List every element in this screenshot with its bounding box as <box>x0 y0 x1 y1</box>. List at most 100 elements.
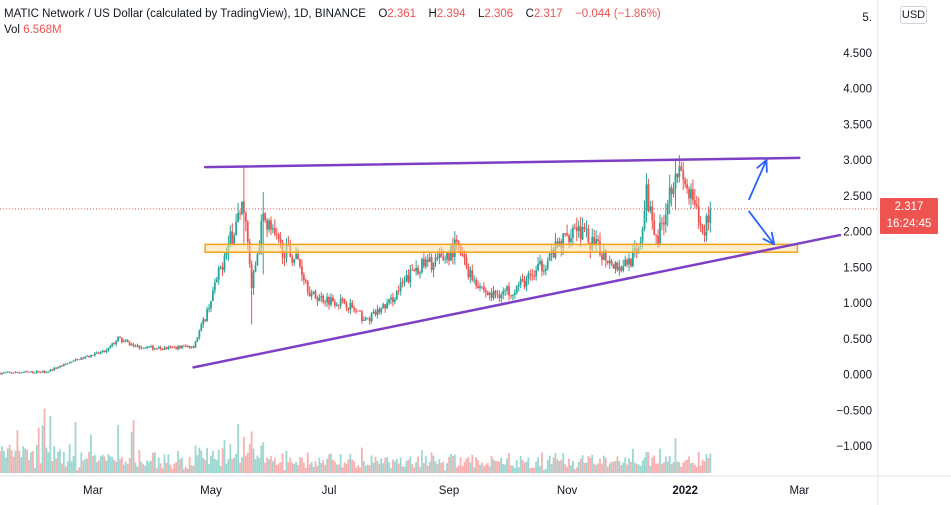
candle-body <box>405 274 408 281</box>
candle-body <box>527 273 530 280</box>
volume-bar <box>113 459 116 473</box>
candle-body <box>291 256 294 263</box>
candle-body <box>182 345 185 347</box>
candle-body <box>622 266 625 271</box>
volume-bar <box>655 463 658 473</box>
candle-body <box>450 245 452 261</box>
candle-body <box>403 280 406 283</box>
volume-bar <box>622 462 625 473</box>
volume-bar <box>657 463 659 473</box>
drawing-annotations[interactable] <box>192 156 842 369</box>
candle-body <box>268 220 270 230</box>
candle-body <box>186 346 189 347</box>
candle-body <box>593 236 596 245</box>
candle-body <box>293 259 296 263</box>
candle-body <box>219 266 222 268</box>
arrow-down-head[interactable] <box>762 231 776 246</box>
high-value: 2.394 <box>436 8 466 20</box>
candle-body <box>525 279 528 287</box>
candle-body <box>664 214 667 225</box>
candle-body <box>241 201 243 215</box>
candle-body <box>202 319 205 325</box>
candle-body <box>328 297 330 305</box>
volume-bar <box>281 453 284 473</box>
candlesticks <box>0 155 712 375</box>
volume-bar <box>688 456 690 473</box>
support-zone-rectangle[interactable] <box>204 243 799 253</box>
candle-body <box>693 200 696 205</box>
candle-body <box>173 346 176 348</box>
arrow-down-shaft[interactable] <box>748 210 776 246</box>
volume-bar <box>403 466 406 473</box>
candle-body <box>384 304 387 309</box>
volume-bar <box>285 450 288 473</box>
candle-body <box>695 204 698 207</box>
candle-body <box>330 297 332 305</box>
candle-body <box>35 371 38 373</box>
volume-bar <box>256 455 259 473</box>
volume-bar <box>59 449 61 473</box>
candle-body <box>134 346 137 347</box>
arrow-up-shaft[interactable] <box>748 159 768 201</box>
candle-body <box>272 228 274 230</box>
candle-body <box>252 272 255 289</box>
volume-bar <box>502 464 505 473</box>
candle-body <box>641 228 644 242</box>
volume-bar <box>111 457 114 473</box>
volume-bar <box>399 457 402 473</box>
volume-bar <box>33 468 36 473</box>
volume-bar <box>455 467 458 473</box>
arrow-up-head[interactable] <box>756 159 768 173</box>
candle-body <box>573 227 576 229</box>
candle-body <box>93 353 96 356</box>
volume-bar <box>395 458 398 473</box>
candle-body <box>477 285 479 288</box>
volume-bar <box>364 465 367 473</box>
volume-bar <box>432 455 435 473</box>
candle-body <box>192 346 195 348</box>
volume-bar <box>390 468 392 473</box>
candle-body <box>53 367 56 371</box>
volume-bar <box>283 470 286 473</box>
candle-body <box>434 257 437 263</box>
volume-bar <box>97 460 100 473</box>
lower-trendline[interactable] <box>192 233 842 369</box>
candle-body <box>651 206 654 221</box>
volume-bar <box>484 464 487 473</box>
candle-body <box>355 310 358 312</box>
volume-bar <box>105 460 108 473</box>
time-axis[interactable]: Mar May Jul Sep Nov 2022 Mar <box>83 485 809 497</box>
price-tick-label: 3.500 <box>843 119 872 131</box>
candle-body <box>438 253 441 259</box>
close-value: 2.317 <box>533 8 563 20</box>
time-tick-label: May <box>200 485 222 497</box>
candle-body <box>254 265 257 273</box>
volume-bar <box>682 462 685 473</box>
volume-bar <box>223 440 226 473</box>
candle-body <box>24 371 27 373</box>
volume-bar <box>359 467 361 473</box>
volume-bar <box>132 420 135 473</box>
volume-bar <box>136 466 139 473</box>
open-label: O <box>378 8 388 20</box>
candle-body <box>486 291 489 296</box>
volume-bar <box>670 464 673 473</box>
volume-bar <box>202 457 205 473</box>
volume-bar <box>208 464 210 473</box>
candle-body <box>374 311 377 315</box>
volume-bar <box>413 467 416 473</box>
price-tick-label: −0.500 <box>837 405 873 417</box>
candle-body <box>498 294 501 299</box>
volume-bar <box>99 456 102 473</box>
candle-body <box>542 270 545 272</box>
upper-trendline[interactable] <box>203 156 801 169</box>
currency-button[interactable]: USD <box>900 6 927 24</box>
volume-bar <box>122 464 125 473</box>
price-axis[interactable]: 5. 4.500 4.000 3.500 3.000 2.500 2.000 1.500 1.0… <box>837 12 873 453</box>
volume-bar <box>159 463 162 473</box>
volume-bar <box>227 459 230 473</box>
volume-bar <box>424 456 427 473</box>
volume-bar <box>564 464 567 473</box>
candle-body <box>88 355 90 358</box>
